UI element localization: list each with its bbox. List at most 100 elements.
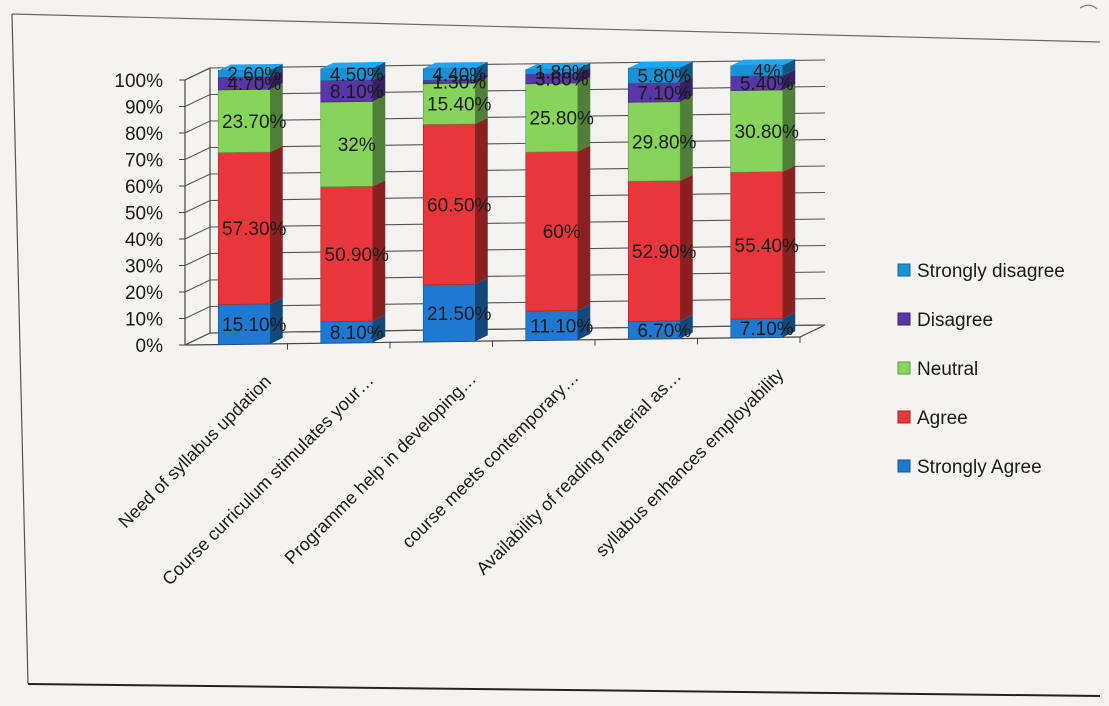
data-label: 4.70%	[227, 74, 281, 95]
gridline	[184, 85, 826, 107]
legend-label: Strongly disagree	[917, 261, 1065, 282]
bar-top	[525, 62, 591, 70]
data-label: 1.80%	[535, 62, 589, 83]
y-tick-label: 80%	[125, 124, 163, 145]
data-label: 4.50%	[330, 65, 384, 86]
bar-segment-side	[680, 61, 693, 83]
data-label: 50.90%	[325, 245, 390, 266]
legend-swatch	[897, 361, 911, 375]
bar-segment-side	[577, 145, 591, 311]
gridline	[184, 271, 826, 293]
y-tick-label: 70%	[125, 151, 163, 172]
data-label: 25.80%	[530, 108, 595, 129]
gridline	[184, 218, 826, 240]
data-label: 57.30%	[222, 219, 287, 240]
data-label: 23.70%	[222, 112, 287, 133]
bar-segment-side	[782, 59, 796, 76]
category-label: Availability of reading material as…	[472, 366, 685, 579]
data-label: 8.10%	[330, 323, 384, 344]
bar-segment-side	[577, 77, 591, 152]
bar-segment-side	[782, 312, 796, 338]
bar-top	[218, 63, 283, 71]
data-label: 52.90%	[632, 242, 697, 263]
legend-label: Strongly Agree	[917, 457, 1042, 478]
bar-segment-side	[372, 62, 386, 80]
category-label: Programme help in developing…	[281, 369, 481, 569]
data-label: 7.10%	[637, 83, 691, 104]
bar-segment-side	[577, 67, 591, 84]
bar-segment-side	[577, 62, 591, 74]
legend-swatch	[897, 459, 911, 473]
bar-segment-side	[680, 76, 693, 102]
bar-top	[730, 59, 796, 66]
data-label: 2.60%	[227, 65, 281, 86]
bar-segment-side	[372, 180, 386, 322]
bar-top	[628, 61, 693, 69]
legend-swatch	[897, 312, 911, 326]
bar-segment-side	[270, 63, 283, 77]
bar-segment-side	[782, 83, 796, 172]
gridline	[184, 297, 826, 319]
bar-segment-side	[680, 314, 693, 339]
data-label: 32%	[338, 135, 376, 156]
bar-segment-side	[782, 165, 796, 319]
bar-segment-side	[270, 146, 283, 304]
bar-segment-side	[475, 73, 488, 84]
bar-segment-side	[680, 95, 693, 181]
bar-segment-side	[270, 70, 283, 90]
data-label: 4%	[753, 62, 781, 83]
y-tick-label: 20%	[125, 283, 163, 304]
bar-segment-side	[475, 278, 488, 342]
data-label: 30.80%	[735, 122, 800, 143]
data-label: 1.30%	[432, 73, 486, 94]
bar-segment-side	[270, 297, 283, 344]
legend-label: Disagree	[917, 310, 993, 331]
data-label: 3.60%	[535, 70, 589, 91]
data-label: 5.40%	[740, 74, 794, 95]
data-label: 8.10%	[330, 82, 384, 103]
gridline	[184, 324, 826, 346]
bar-segment-side	[680, 174, 693, 321]
category-label: course meets contemporary…	[398, 367, 583, 552]
y-tick-label: 10%	[125, 310, 163, 331]
data-label: 5.80%	[637, 66, 691, 87]
category-label: syllabus enhances employability	[592, 365, 788, 561]
y-tick-label: 90%	[125, 98, 163, 119]
gridline	[184, 138, 826, 160]
y-tick-label: 60%	[125, 177, 163, 198]
legend-label: Neutral	[917, 359, 978, 380]
gridline	[184, 59, 826, 81]
y-tick-label: 40%	[125, 230, 163, 251]
gridline	[184, 191, 826, 213]
bar-segment-side	[475, 77, 488, 124]
y-tick-label: 100%	[114, 71, 163, 92]
category-label: Course curriculum stimulates your…	[158, 370, 377, 589]
bar-segment-side	[372, 95, 386, 187]
legend: Strongly disagree Disagree Neutral Agree Str…	[897, 261, 1065, 478]
data-label: 55.40%	[735, 236, 800, 257]
data-label: 15.10%	[222, 315, 287, 336]
data-label: 11.10%	[530, 316, 593, 337]
legend-label: Agree	[917, 408, 968, 429]
data-label: 29.80%	[632, 132, 697, 153]
data-label: 21.50%	[427, 304, 492, 325]
bar-segment-side	[372, 73, 386, 102]
bar-top	[423, 62, 488, 69]
axes: 0% 10% 20% 30% 40% 50% 60% 70% 80% 90% 100%	[114, 59, 826, 357]
bar-segment-side	[475, 117, 488, 285]
data-label: 60%	[543, 222, 581, 243]
gridline	[184, 244, 826, 266]
legend-swatch	[897, 263, 911, 277]
data-label: 15.40%	[427, 95, 492, 116]
data-label: 60.50%	[427, 195, 492, 216]
bar-top	[320, 62, 386, 69]
legend-swatch	[897, 410, 911, 424]
bars	[217, 59, 796, 345]
y-tick-label: 50%	[125, 204, 163, 225]
bar-segment-side	[270, 83, 283, 153]
data-labels: 15.10% 57.30% 23.70% 4.70%2.60% 8.10% 50.90% 3…	[222, 62, 799, 344]
data-label: 6.70%	[637, 321, 691, 342]
y-tick-label: 30%	[125, 257, 163, 278]
